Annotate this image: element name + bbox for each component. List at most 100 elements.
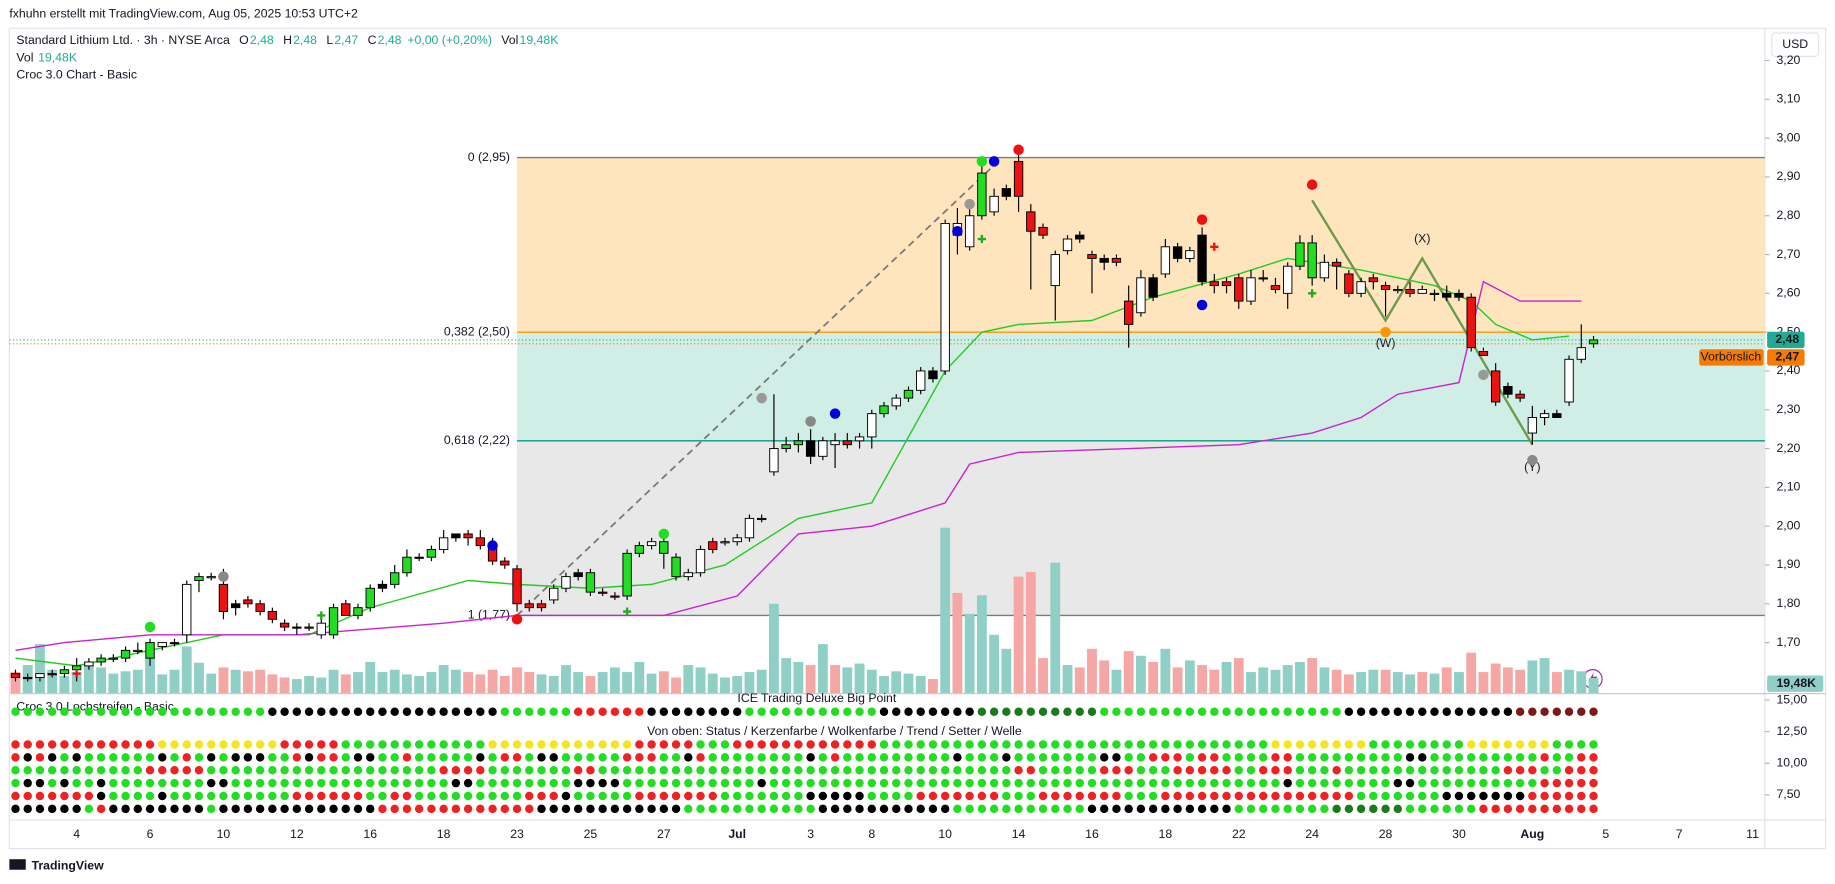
- status-dot: [1026, 804, 1036, 814]
- status-dot: [1589, 778, 1598, 788]
- volume-bar: [781, 658, 792, 694]
- status-dot: [586, 766, 595, 775]
- status-dot: [1528, 791, 1537, 801]
- status-dot: [1234, 766, 1243, 775]
- status-dot: [806, 740, 815, 749]
- volume-bar: [1502, 667, 1513, 694]
- status-dot: [1234, 778, 1243, 788]
- status-dot: [1246, 804, 1256, 814]
- status-dot: [219, 791, 228, 801]
- candle-body: [964, 215, 975, 248]
- volume-bar: [1038, 658, 1048, 694]
- volume-bar: [1295, 661, 1305, 694]
- x-tick-label: 25: [584, 827, 598, 841]
- volume-bar: [1490, 663, 1501, 694]
- status-dot: [757, 804, 766, 814]
- status-dot: [182, 766, 191, 775]
- currency[interactable]: USD: [1782, 37, 1808, 51]
- status-dot: [1393, 791, 1403, 801]
- big-point-dot: [1112, 707, 1121, 716]
- candle-body: [1050, 254, 1060, 287]
- status-dot: [1528, 778, 1537, 788]
- status-dot: [304, 740, 314, 749]
- marker-dot: [1306, 179, 1318, 190]
- status-dot: [1124, 753, 1133, 762]
- status-dot: [1124, 766, 1133, 775]
- status-dot: [1051, 791, 1060, 801]
- volume-bar: [720, 677, 730, 694]
- x-tick-label: 4: [73, 827, 80, 841]
- status-dot: [133, 778, 143, 788]
- status-dot: [1185, 766, 1195, 775]
- candle-body: [989, 195, 999, 213]
- status-dot: [268, 740, 277, 749]
- candle-body: [1576, 347, 1586, 360]
- status-dot: [1271, 753, 1280, 762]
- marker-dot: [756, 392, 767, 404]
- status-dot: [1246, 778, 1256, 788]
- big-point-dot: [255, 707, 265, 716]
- status-dot: [647, 804, 656, 814]
- big-point-dot: [1075, 707, 1084, 716]
- volume-bar: [1466, 652, 1477, 694]
- status-dot: [1369, 804, 1378, 814]
- candle-body: [218, 583, 229, 613]
- status-dot: [940, 791, 950, 801]
- candle-body: [328, 607, 339, 636]
- status-dot: [1418, 804, 1427, 814]
- ohlc-value: 2,48: [378, 33, 402, 47]
- big-point-dot: [1099, 707, 1109, 716]
- status-dot: [1161, 804, 1170, 814]
- volume-label-box: [1767, 675, 1824, 692]
- status-dot: [843, 740, 852, 749]
- candle-body: [1185, 250, 1195, 259]
- ohlc-key: C: [368, 33, 377, 47]
- big-point-dot: [696, 707, 705, 716]
- status-dot: [843, 753, 852, 762]
- status-dot: [304, 791, 314, 801]
- status-dot: [610, 753, 620, 762]
- status-dot: [1002, 791, 1011, 801]
- candle-body: [243, 599, 253, 605]
- volume-bar: [169, 669, 180, 694]
- status-dot: [818, 778, 828, 788]
- status-dot: [537, 753, 546, 762]
- status-dot: [659, 791, 669, 801]
- status-dot: [194, 791, 204, 801]
- status-dot: [1222, 766, 1231, 775]
- volume-bar: [218, 667, 229, 694]
- status-dot: [855, 740, 864, 749]
- status-dot: [1381, 778, 1390, 788]
- big-point-dot: [439, 707, 448, 716]
- volume-bar: [1087, 648, 1097, 694]
- big-point-dot: [1577, 707, 1586, 716]
- big-point-dot: [1124, 707, 1133, 716]
- status-dot: [341, 740, 350, 749]
- volume-bar: [1074, 667, 1085, 694]
- status-dot: [341, 804, 350, 814]
- status-dot: [390, 778, 399, 788]
- status-dot: [1466, 740, 1476, 749]
- status-dot: [1332, 766, 1341, 775]
- status-dot: [1038, 740, 1048, 749]
- status-dot: [525, 804, 534, 814]
- status-dot: [965, 791, 974, 801]
- candle-body: [732, 537, 742, 543]
- big-point-dot: [390, 707, 399, 716]
- currency-box[interactable]: [1771, 32, 1820, 57]
- volume-bar: [194, 662, 204, 694]
- ohlc-key: H: [283, 33, 292, 47]
- status-dot: [1369, 740, 1378, 749]
- status-dot: [1320, 766, 1329, 775]
- status-dot: [1295, 740, 1305, 749]
- status-dot: [158, 804, 167, 814]
- status-dot: [720, 766, 730, 775]
- status-dot: [341, 778, 350, 788]
- status-dot: [549, 791, 558, 801]
- candle-body: [316, 622, 326, 636]
- status-dot: [500, 791, 510, 801]
- volume-bar: [634, 661, 645, 694]
- status-dot: [121, 753, 130, 762]
- volume-bar: [879, 675, 889, 694]
- marker-dot: [658, 528, 670, 540]
